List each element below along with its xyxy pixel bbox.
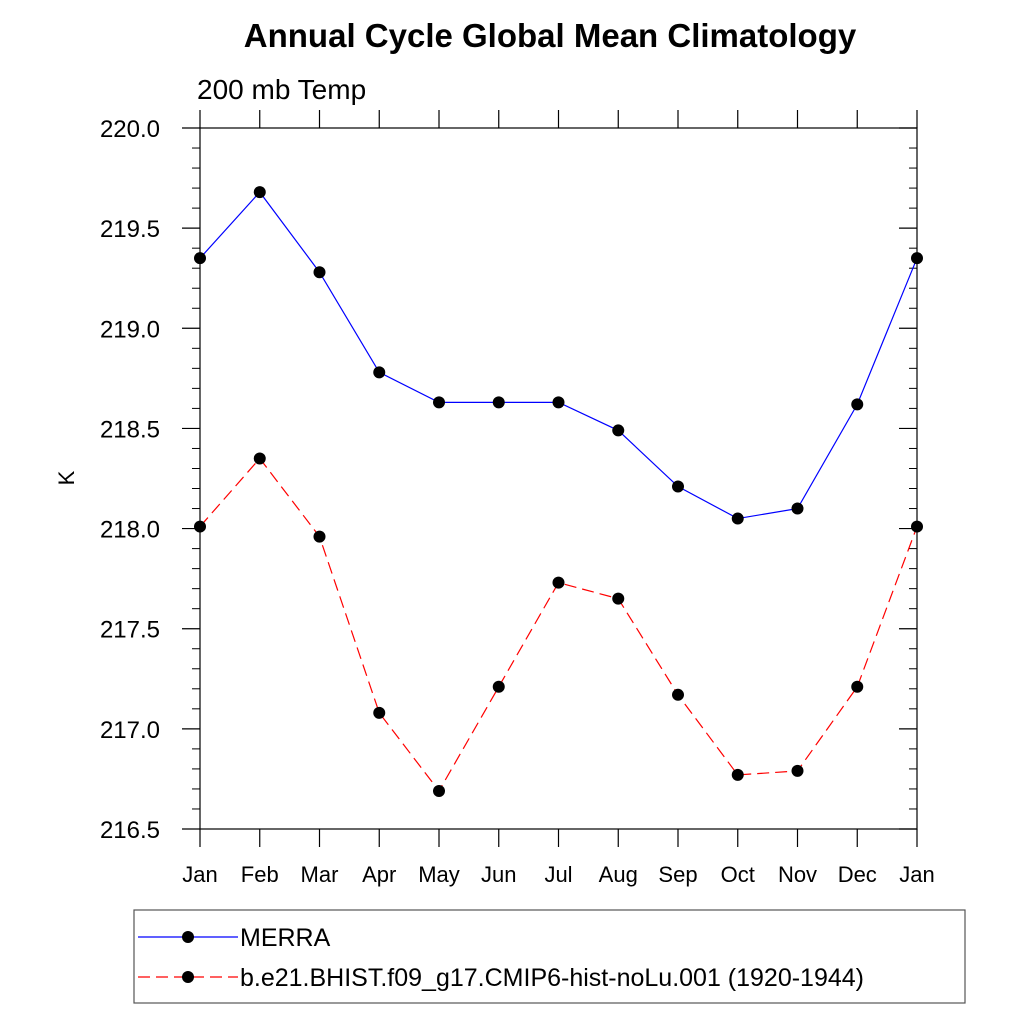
legend: MERRA b.e21.BHIST.f09_g17.CMIP6-hist-noLu…: [133, 909, 966, 1004]
legend-box: [133, 909, 966, 1004]
x-tick-label: Jan: [899, 862, 934, 887]
series-1-point: [492, 396, 505, 409]
chart-title: Annual Cycle Global Mean Climatology: [244, 17, 857, 54]
chart-subtitle: 200 mb Temp: [197, 74, 366, 105]
series-2-point: [851, 680, 864, 693]
series-1-point: [253, 186, 266, 199]
series-1-point: [552, 396, 565, 409]
series-1-point: [851, 398, 864, 411]
x-tick-label: Dec: [838, 862, 877, 887]
series-2-point: [194, 520, 206, 533]
series-line-2: [199, 457, 918, 793]
series-2-point: [492, 680, 505, 693]
series-1-point: [612, 424, 625, 437]
series-2-point: [552, 576, 565, 589]
x-tick-label: May: [418, 862, 460, 887]
x-tick-label: Jun: [481, 862, 516, 887]
series-line-1: [199, 191, 918, 520]
series-2-point: [253, 452, 266, 465]
series-2-point: [731, 768, 744, 781]
x-tick-label: Sep: [658, 862, 697, 887]
y-tick-label: 218.5: [100, 416, 160, 443]
series-1-point: [731, 512, 744, 525]
plot-area: 216.5 217.0 217.5 218.0 218.5 219.0 219.5 220.0…: [100, 110, 935, 887]
legend-swatch-marker-1: [182, 931, 194, 943]
legend-swatch-marker-2: [182, 971, 194, 983]
y-tick-label: 219.0: [100, 316, 160, 343]
x-tick-label: Oct: [721, 862, 755, 887]
series-2-point: [612, 592, 625, 605]
series-2-point: [911, 520, 923, 533]
series-2-point: [313, 530, 326, 543]
series-1-point: [911, 252, 923, 265]
series-2-point: [672, 688, 684, 701]
series-1-point: [433, 396, 445, 409]
x-tick-label: Apr: [362, 862, 396, 887]
y-tick-label: 217.0: [100, 717, 160, 744]
y-tick-label: 219.5: [100, 216, 160, 243]
x-tick-label: Aug: [599, 862, 638, 887]
legend-label-2: b.e21.BHIST.f09_g17.CMIP6-hist-noLu.001 …: [240, 964, 864, 992]
x-tick-label: Feb: [241, 862, 279, 887]
y-tick-label: 218.0: [100, 517, 160, 544]
y-tick-label: 220.0: [100, 116, 160, 143]
y-tick-label: 216.5: [100, 817, 160, 844]
series-2-point: [373, 706, 386, 719]
x-tick-label: Mar: [301, 862, 339, 887]
plot-frame: [199, 127, 918, 830]
legend-label-1: MERRA: [240, 924, 331, 952]
x-tick-label: Nov: [778, 862, 817, 887]
series-1-point: [373, 366, 386, 379]
x-tick-label: Jan: [182, 862, 217, 887]
series-1-point: [194, 252, 206, 265]
series-1-point: [672, 480, 684, 493]
y-axis-label: K: [54, 470, 79, 485]
series-1-point: [313, 266, 326, 279]
series-2-point: [433, 784, 445, 797]
y-tick-label: 217.5: [100, 617, 160, 644]
series-2-point: [791, 764, 804, 777]
series-1-point: [791, 502, 804, 515]
x-tick-label: Jul: [544, 862, 572, 887]
